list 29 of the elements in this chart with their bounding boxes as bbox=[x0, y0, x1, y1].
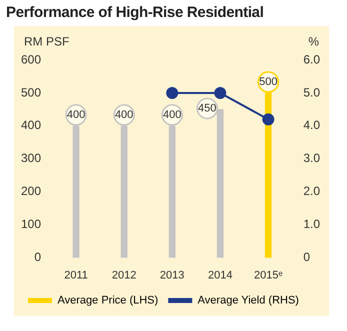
data-label: 400 bbox=[162, 108, 182, 121]
y2-tick-label: 2.0 bbox=[303, 184, 320, 198]
y-tick-label: 600 bbox=[20, 52, 42, 66]
legend-label: Average Yield (RHS) bbox=[198, 294, 299, 307]
y2-tick-label: 1.0 bbox=[303, 217, 320, 232]
chart-title: Performance of High-Rise Residential bbox=[5, 3, 265, 23]
y2-tick-label: 6.0 bbox=[303, 52, 320, 66]
y-tick-label: 500 bbox=[20, 85, 42, 100]
x-tick-label: 2012 bbox=[112, 269, 136, 282]
y2-axis-title: % bbox=[308, 34, 320, 48]
y-tick-label: 300 bbox=[20, 151, 42, 166]
y2-tick-label: 3.0 bbox=[303, 151, 320, 166]
data-label: 500 bbox=[259, 76, 278, 88]
y-tick-label: 100 bbox=[20, 217, 42, 232]
y-axis-title: RM PSF bbox=[24, 34, 70, 48]
y-tick-label: 400 bbox=[20, 118, 42, 132]
y-tick-label: 0 bbox=[34, 250, 42, 264]
y2-tick-label: 0 bbox=[303, 250, 310, 264]
x-tick-label: 2011 bbox=[64, 269, 88, 282]
y2-tick-label: 4.0 bbox=[303, 118, 320, 132]
legend-label: Average Price (LHS) bbox=[58, 294, 158, 307]
x-tick-label: 2015ᵉ bbox=[254, 269, 283, 282]
data-label: 400 bbox=[66, 108, 86, 121]
x-tick-label: 2013 bbox=[160, 269, 184, 282]
data-label: 450 bbox=[198, 102, 216, 114]
y-tick-label: 200 bbox=[20, 184, 42, 198]
data-label: 400 bbox=[114, 108, 134, 121]
x-tick-label: 2014 bbox=[208, 269, 232, 282]
y2-tick-label: 5.0 bbox=[303, 85, 320, 100]
